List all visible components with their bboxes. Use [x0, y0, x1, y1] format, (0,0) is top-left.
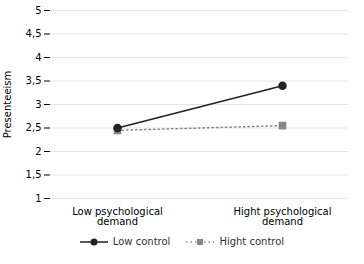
svg-text:5: 5 [35, 5, 41, 16]
svg-text:4,5: 4,5 [26, 28, 42, 39]
svg-text:2,5: 2,5 [26, 122, 42, 133]
svg-text:2: 2 [35, 146, 41, 157]
html-text:Low control: Low control [112, 236, 171, 247]
svg-text:3,5: 3,5 [26, 75, 42, 86]
html-text:Hight control: Hight control [219, 236, 285, 247]
svg-text:1: 1 [35, 193, 41, 204]
svg-text:4: 4 [35, 52, 41, 63]
svg-text:Presenteeism: Presenteeism [2, 71, 13, 139]
svg-text:Low psychologicaldemand: Low psychologicaldemand [72, 206, 163, 227]
svg-text:1,5: 1,5 [26, 169, 42, 180]
svg-text:3: 3 [35, 99, 41, 110]
svg-text:Hight psychologicaldemand: Hight psychologicaldemand [234, 206, 332, 227]
